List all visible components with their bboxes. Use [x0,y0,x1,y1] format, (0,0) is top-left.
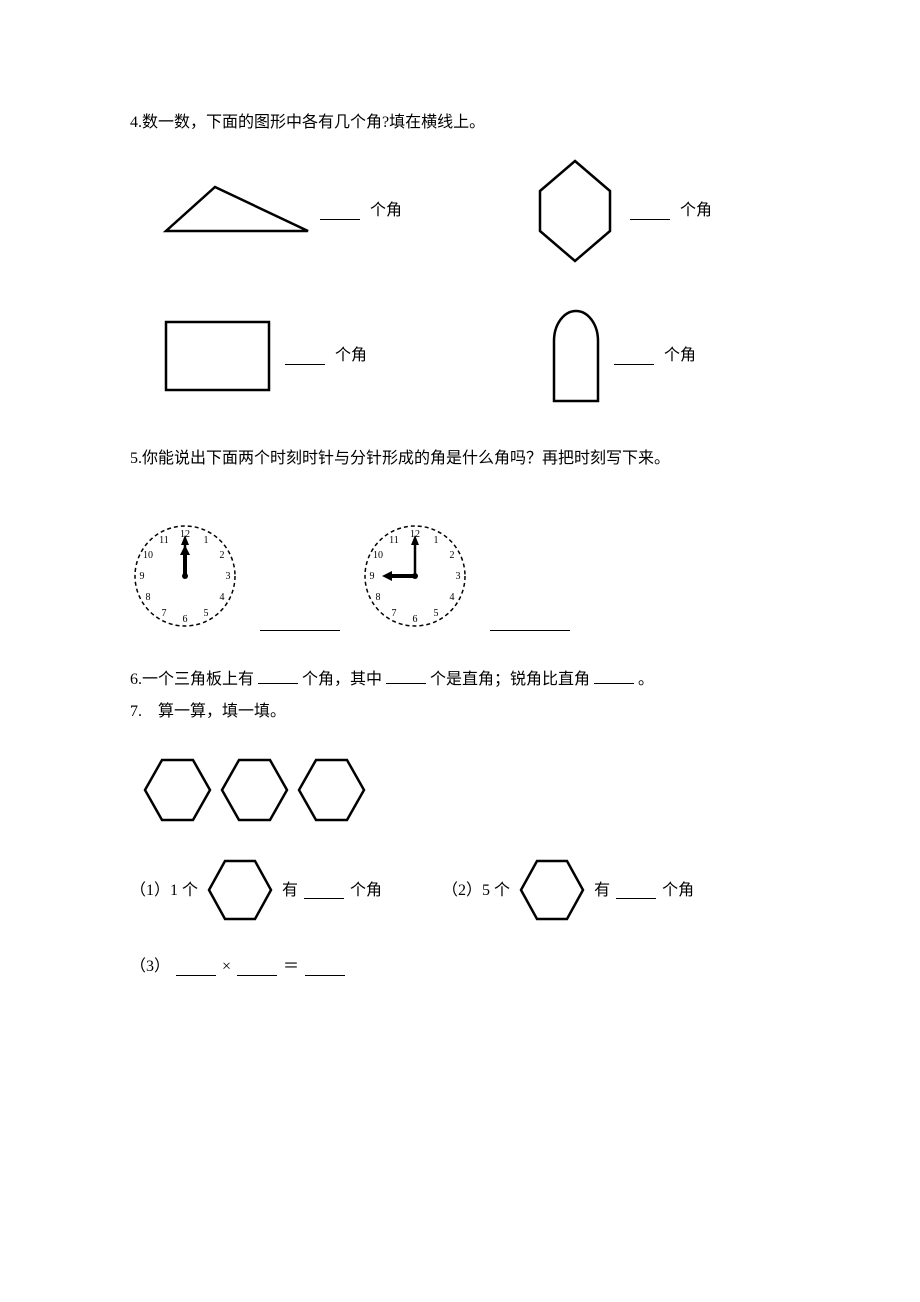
q4-blank-rect [285,347,325,365]
hexagon-vert-icon [530,156,620,266]
svg-text:6: 6 [183,614,188,625]
hexagon-3-icon [294,754,369,826]
hexagon-small-1-icon [204,856,276,924]
q7-sub1-blank [304,881,344,899]
q7-sub2-a: （2）5 个 [442,878,510,904]
q7-sub3: （3） × ＝ [130,954,790,980]
svg-text:9: 9 [370,571,375,582]
hexagon-1-icon [140,754,215,826]
q7-hexagon-row [140,754,790,826]
q7-sub2-c: 个角 [662,878,694,904]
q4-hexagon-item: 个角 [530,156,712,266]
q7-sub3-c: ＝ [283,954,299,980]
q6-a: 6.一个三角板上有 [130,671,254,688]
q7-text: 7. 算一算，填一填。 [130,699,790,725]
svg-text:6: 6 [413,614,418,625]
svg-text:10: 10 [373,550,383,561]
q4-blank-arch [614,347,654,365]
svg-text:2: 2 [450,550,455,561]
q4-row-1: 个角 个角 [130,156,790,266]
triangle-icon [160,181,310,241]
svg-text:11: 11 [389,535,399,546]
q5-clock-row: 12 1 2 3 4 5 6 7 8 9 10 11 [130,521,790,631]
q6-blank-3 [594,666,634,684]
q4-arch-item: 个角 [530,306,696,406]
hexagon-small-2-icon [516,856,588,924]
clock-9-icon: 12 1 2 3 4 5 6 7 8 9 10 11 [360,521,470,631]
q7-sub3-blank-2 [237,958,277,976]
q7-sub3-b: × [222,954,231,980]
q6-blank-1 [258,666,298,684]
q4-row-2: 个角 个角 [130,306,790,406]
q7-sub2-b: 有 [594,878,610,904]
arch-icon [548,306,604,406]
svg-text:1: 1 [434,535,439,546]
svg-text:4: 4 [450,592,455,603]
svg-text:3: 3 [226,571,231,582]
question-7: 7. 算一算，填一填。 （1）1 个 有 个角 （2）5 个 有 [130,699,790,980]
svg-text:2: 2 [220,550,225,561]
svg-text:10: 10 [143,550,153,561]
svg-text:4: 4 [220,592,225,603]
svg-text:8: 8 [376,592,381,603]
q6-b: 个角，其中 [302,671,382,688]
q7-sub3-blank-1 [176,958,216,976]
q6-d: 。 [638,671,654,688]
q4-suffix-3: 个角 [335,343,367,369]
question-5: 5.你能说出下面两个时刻时针与分针形成的角是什么角吗？再把时刻写下来。 12 1… [130,446,790,632]
q7-sub3-blank-3 [305,958,345,976]
clock-12-icon: 12 1 2 3 4 5 6 7 8 9 10 11 [130,521,240,631]
q7-sub1-a: （1）1 个 [130,878,198,904]
q7-sub1-c: 个角 [350,878,382,904]
rectangle-icon [160,316,275,396]
svg-text:1: 1 [204,535,209,546]
svg-text:5: 5 [204,608,209,619]
q7-sub1-b: 有 [282,878,298,904]
hexagon-2-icon [217,754,292,826]
svg-text:8: 8 [146,592,151,603]
q6-blank-2 [386,666,426,684]
q4-suffix-1: 个角 [370,198,402,224]
q5-blank-2 [490,613,570,631]
q6-c: 个是直角；锐角比直角 [430,671,590,688]
q5-text: 5.你能说出下面两个时刻时针与分针形成的角是什么角吗？再把时刻写下来。 [130,446,790,472]
question-6: 6.一个三角板上有 个角，其中 个是直角；锐角比直角 。 [130,666,790,693]
q4-blank-hexagon [630,202,670,220]
q4-blank-triangle [320,202,360,220]
q5-blank-1 [260,613,340,631]
q7-sub2-blank [616,881,656,899]
q5-clock1-item: 12 1 2 3 4 5 6 7 8 9 10 11 [130,521,340,631]
q5-clock2-item: 12 1 2 3 4 5 6 7 8 9 10 11 [360,521,570,631]
svg-text:7: 7 [162,608,167,619]
q4-text: 4.数一数，下面的图形中各有几个角?填在横线上。 [130,110,790,136]
q4-rectangle-item: 个角 [160,316,450,396]
svg-text:7: 7 [392,608,397,619]
q4-suffix-2: 个角 [680,198,712,224]
q4-triangle-item: 个角 [160,181,450,241]
q7-sub1: （1）1 个 有 个角 [130,856,382,924]
q7-sub3-a: （3） [130,954,170,980]
q7-sub2: （2）5 个 有 个角 [442,856,694,924]
svg-text:5: 5 [434,608,439,619]
svg-text:11: 11 [159,535,169,546]
question-4: 4.数一数，下面的图形中各有几个角?填在横线上。 个角 个角 个角 [130,110,790,406]
svg-text:9: 9 [140,571,145,582]
svg-text:3: 3 [456,571,461,582]
q4-suffix-4: 个角 [664,343,696,369]
q7-sub-row: （1）1 个 有 个角 （2）5 个 有 个角 [130,856,790,924]
